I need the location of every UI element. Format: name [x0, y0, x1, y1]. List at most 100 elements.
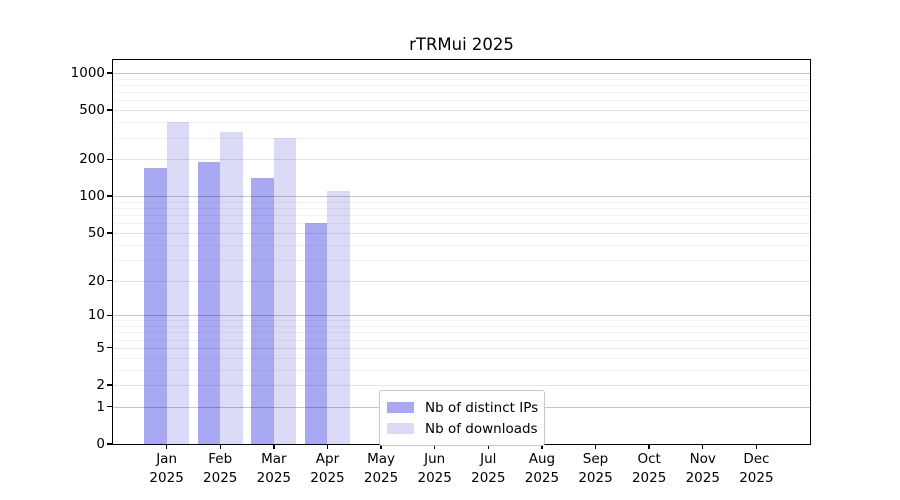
- x-tick-month: Dec: [743, 451, 770, 467]
- bar-distinct-ips: [251, 178, 274, 444]
- y-tick-mark: [107, 443, 112, 445]
- x-tick-month: Mar: [261, 451, 287, 467]
- y-tick-label: 20: [87, 272, 105, 289]
- x-tick-mark: [487, 444, 489, 449]
- x-tick-month: Sep: [582, 451, 609, 467]
- x-tick-label: Jul 2025: [458, 450, 518, 488]
- y-gridline: [113, 73, 810, 75]
- y-gridline: [113, 223, 810, 225]
- x-tick-year: 2025: [149, 470, 184, 486]
- y-tick-label: 50: [87, 224, 105, 241]
- x-tick-mark: [755, 444, 758, 449]
- y-tick-mark: [107, 347, 112, 349]
- y-gridline: [113, 347, 810, 349]
- x-tick-mark: [702, 444, 704, 449]
- x-tick-month: May: [367, 451, 396, 467]
- y-gridline: [113, 78, 810, 80]
- bar-downloads: [273, 137, 297, 444]
- legend-label-distinct-ips: Nb of distinct IPs: [425, 399, 539, 416]
- y-tick-label: 10: [87, 307, 105, 324]
- y-gridline: [113, 332, 810, 334]
- bar-distinct-ips: [197, 161, 221, 444]
- x-tick-label: Oct 2025: [619, 450, 679, 488]
- x-tick-year: 2025: [203, 470, 238, 486]
- x-tick-mark: [219, 444, 221, 449]
- y-gridline: [113, 100, 810, 102]
- x-tick-year: 2025: [685, 470, 720, 486]
- y-gridline: [113, 122, 810, 124]
- x-tick-year: 2025: [524, 470, 560, 486]
- bar-downloads: [220, 132, 243, 444]
- y-tick-label: 0: [96, 436, 105, 452]
- x-tick-label: Sep 2025: [566, 450, 626, 488]
- legend-item-distinct-ips: Nb of distinct IPs: [387, 397, 539, 418]
- x-tick-label: Feb 2025: [190, 450, 250, 488]
- y-gridline: [113, 110, 810, 112]
- y-gridline: [113, 357, 810, 359]
- y-gridline: [113, 201, 810, 203]
- y-tick-mark: [107, 195, 112, 197]
- y-gridline: [113, 369, 810, 371]
- y-tick-mark: [107, 406, 112, 408]
- y-gridline: [113, 92, 810, 94]
- x-tick-month: Jun: [424, 451, 446, 467]
- y-tick-label: 200: [79, 151, 105, 168]
- bar-distinct-ips: [144, 167, 167, 444]
- x-tick-month: Feb: [208, 451, 233, 467]
- x-tick-year: 2025: [578, 470, 613, 486]
- y-gridline: [113, 244, 810, 246]
- x-tick-month: Jan: [156, 451, 178, 467]
- legend-swatch-distinct-ips: [387, 402, 414, 413]
- x-tick-year: 2025: [471, 470, 506, 486]
- x-tick-mark: [273, 444, 275, 449]
- y-tick-label: 2: [96, 377, 105, 393]
- y-gridline: [113, 137, 810, 139]
- plot-area: [113, 60, 810, 444]
- x-tick-mark: [326, 444, 329, 449]
- chart-title: rTRMui 2025: [409, 35, 514, 54]
- x-tick-mark: [380, 444, 382, 449]
- x-tick-year: 2025: [739, 470, 774, 486]
- y-tick-label: 100: [79, 188, 105, 205]
- bar-downloads: [166, 122, 190, 444]
- y-gridline: [113, 315, 810, 317]
- legend-label-downloads: Nb of downloads: [425, 420, 538, 437]
- legend-swatch-downloads: [387, 423, 414, 434]
- x-tick-mark: [165, 444, 168, 449]
- x-tick-label: May 2025: [351, 450, 411, 488]
- y-tick-label: 1000: [70, 65, 105, 82]
- x-tick-year: 2025: [363, 470, 399, 486]
- legend-item-downloads: Nb of downloads: [387, 418, 538, 439]
- y-gridline: [113, 215, 810, 217]
- x-tick-mark: [541, 444, 543, 449]
- y-gridline: [113, 280, 810, 282]
- y-tick-label: 500: [79, 102, 105, 119]
- y-gridline: [113, 259, 810, 261]
- y-tick-mark: [107, 279, 112, 282]
- x-tick-label: Aug 2025: [512, 450, 572, 488]
- y-gridline: [113, 385, 810, 386]
- x-tick-month: Apr: [315, 451, 340, 467]
- legend: Nb of distinct IPs Nb of downloads: [379, 390, 545, 446]
- bar-distinct-ips: [304, 223, 328, 444]
- y-tick-label: 5: [96, 339, 105, 356]
- x-tick-mark: [594, 444, 597, 449]
- y-gridline: [113, 196, 810, 198]
- x-tick-year: 2025: [417, 470, 452, 486]
- x-tick-month: Nov: [689, 451, 716, 467]
- x-tick-mark: [648, 444, 650, 449]
- x-tick-month: Oct: [637, 451, 661, 467]
- y-gridline: [113, 326, 810, 328]
- y-tick-mark: [107, 232, 112, 234]
- x-tick-label: Dec 2025: [726, 450, 786, 488]
- x-tick-label: Jun 2025: [405, 450, 465, 488]
- y-tick-mark: [107, 158, 112, 160]
- y-tick-mark: [107, 72, 112, 74]
- x-tick-label: Mar 2025: [244, 450, 304, 488]
- y-gridline: [113, 85, 810, 86]
- y-tick-mark: [107, 314, 112, 316]
- y-gridline: [113, 232, 810, 234]
- x-tick-year: 2025: [631, 470, 667, 486]
- y-gridline: [113, 339, 810, 341]
